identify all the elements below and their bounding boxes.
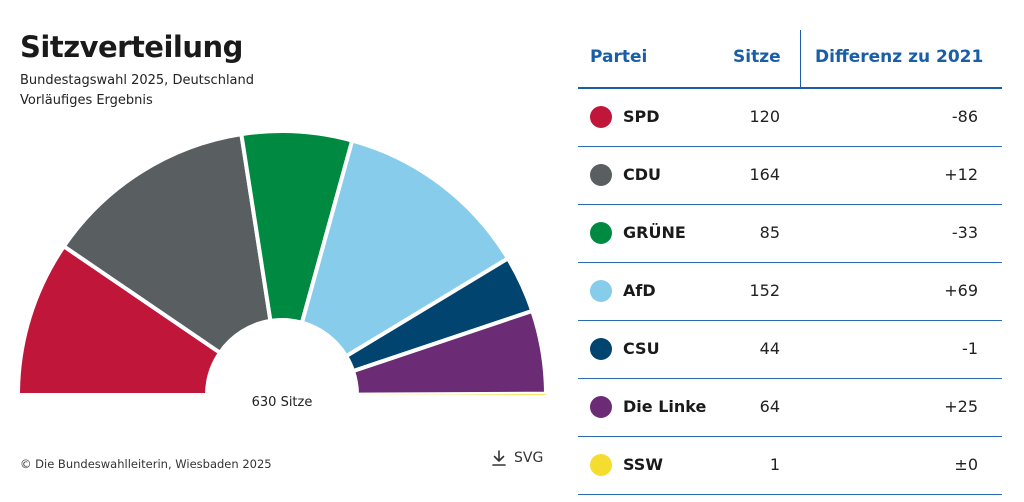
download-svg-label: SVG	[514, 450, 544, 466]
party-name: GRÜNE	[623, 223, 686, 242]
table-row: Die Linke 64 +25	[578, 379, 1002, 437]
copyright-note: © Die Bundeswahlleiterin, Wiesbaden 2025	[20, 457, 272, 471]
subtitle-status: Vorläufiges Ergebnis	[20, 93, 153, 108]
party-name: AfD	[623, 281, 656, 300]
seat-segment-ssw[interactable]	[356, 393, 547, 396]
party-difference: +69	[944, 281, 978, 300]
party-color-dot	[590, 280, 612, 302]
seat-segment-cdu[interactable]	[61, 131, 273, 356]
party-color-dot	[590, 454, 612, 476]
party-color-dot	[590, 164, 612, 186]
party-name: Die Linke	[623, 397, 707, 416]
header-seats[interactable]: Sitze	[733, 47, 781, 67]
party-seats: 64	[759, 397, 780, 416]
party-seats: 85	[759, 223, 780, 242]
header-party[interactable]: Partei	[590, 47, 648, 67]
table-body: SPD 120 -86 CDU 164 +12 GRÜNE 85 -33 AfD 152 +69 CSU…	[578, 89, 1002, 495]
results-table: Partei Sitze Differenz zu 2021 SPD 120 -86…	[578, 30, 1002, 495]
seat-segment-spd[interactable]	[15, 243, 223, 397]
party-difference: -33	[951, 223, 978, 242]
party-difference: +25	[944, 397, 978, 416]
party-name: SPD	[623, 107, 660, 126]
total-seats-label: 630 Sitze	[252, 395, 313, 410]
table-row: SPD 120 -86	[578, 89, 1002, 147]
party-seats: 1	[769, 455, 780, 474]
party-seats: 152	[749, 281, 780, 300]
party-seats: 120	[749, 107, 780, 126]
download-svg-button[interactable]: SVG	[490, 449, 543, 467]
page-title: Sitzverteilung	[20, 30, 243, 64]
party-name: CDU	[623, 165, 662, 184]
seat-distribution-chart: 630 Sitze	[15, 129, 549, 410]
download-icon	[492, 450, 506, 466]
party-seats: 164	[749, 165, 780, 184]
party-difference: +12	[944, 165, 978, 184]
header-difference[interactable]: Differenz zu 2021	[815, 47, 984, 67]
party-difference: -1	[962, 339, 978, 358]
table-header: Partei Sitze Differenz zu 2021	[578, 30, 1002, 89]
table-row: GRÜNE 85 -33	[578, 205, 1002, 263]
header-divider	[800, 30, 801, 87]
table-row: AfD 152 +69	[578, 263, 1002, 321]
party-difference: ±0	[954, 455, 978, 474]
party-seats: 44	[759, 339, 780, 358]
table-row: SSW 1 ±0	[578, 437, 1002, 495]
party-name: CSU	[623, 339, 660, 358]
party-color-dot	[590, 396, 612, 418]
subtitle-election: Bundestagswahl 2025, Deutschland	[20, 73, 255, 88]
party-color-dot	[590, 106, 612, 128]
seat-segment-afd[interactable]	[299, 138, 511, 359]
table-row: CDU 164 +12	[578, 147, 1002, 205]
party-name: SSW	[623, 455, 663, 474]
party-color-dot	[590, 222, 612, 244]
party-color-dot	[590, 338, 612, 360]
table-row: CSU 44 -1	[578, 321, 1002, 379]
party-difference: -86	[951, 107, 978, 126]
